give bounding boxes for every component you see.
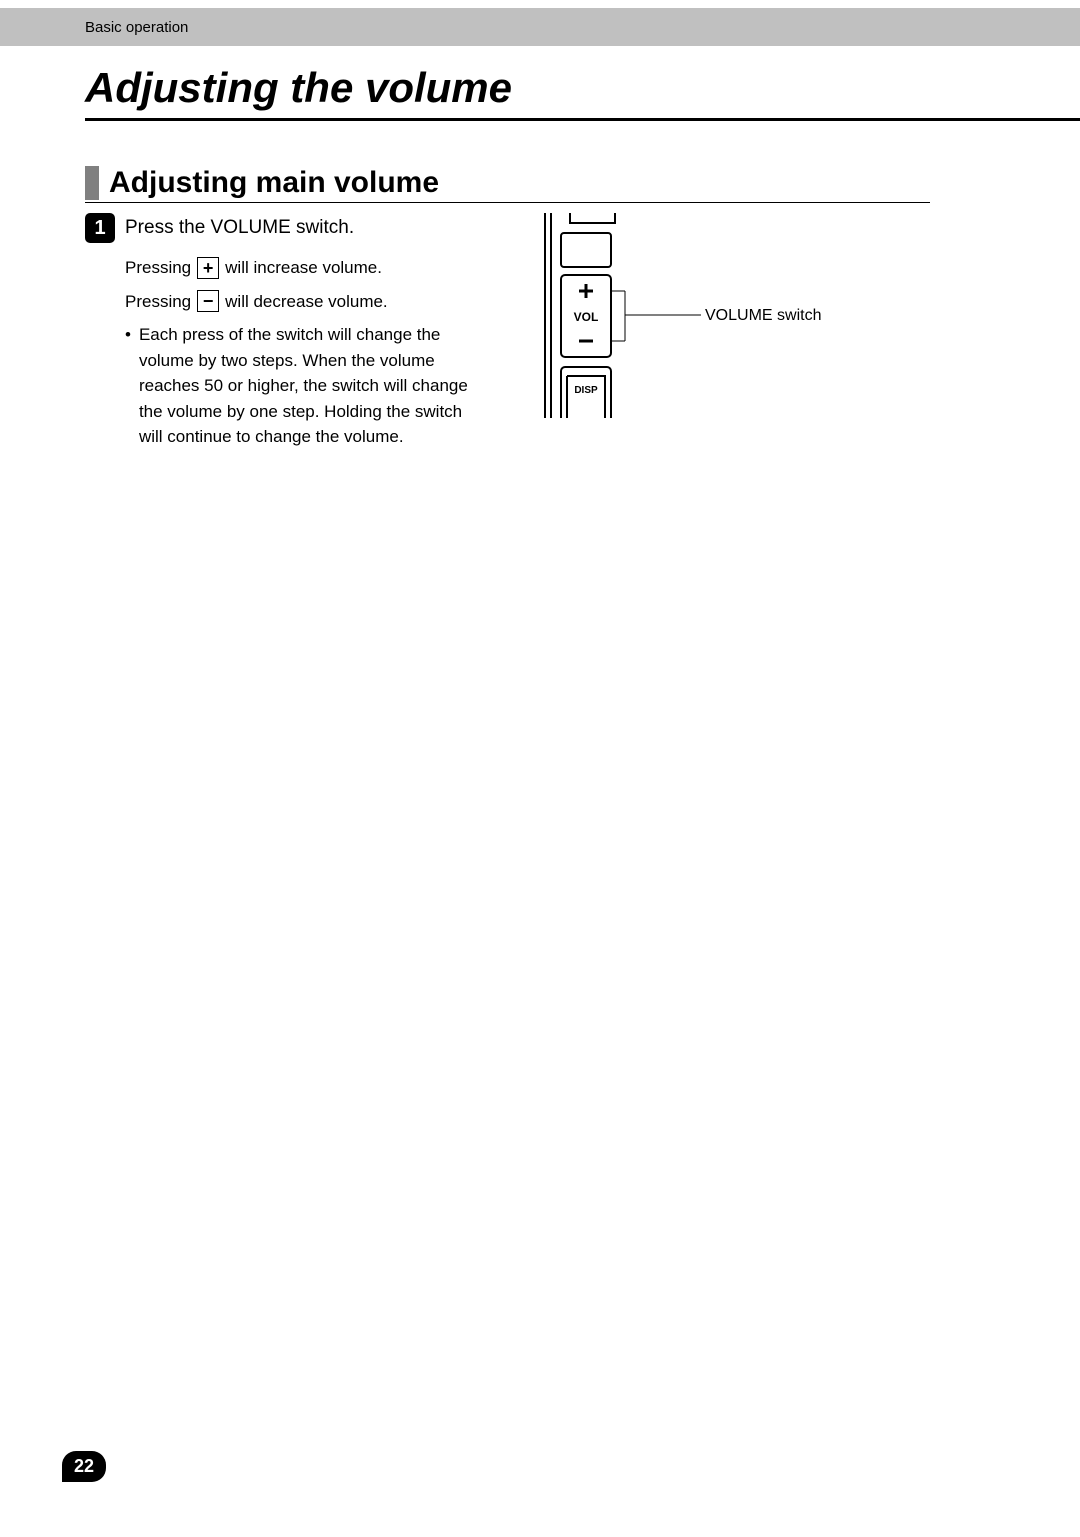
title-rule <box>85 118 1080 121</box>
bullet-dot-icon: • <box>125 322 131 450</box>
section-title: Adjusting main volume <box>109 166 439 200</box>
plus-icon: + <box>197 257 219 279</box>
volume-switch-diagram: VOL DISP VOLUME switch <box>525 213 865 433</box>
section-rule <box>85 202 930 203</box>
decrease-post: will decrease volume. <box>225 289 388 315</box>
bullet-block: • Each press of the switch will change t… <box>125 322 485 450</box>
bullet-text: Each press of the switch will change the… <box>139 322 485 450</box>
page-number: 22 <box>62 1451 106 1482</box>
left-column: 1 Press the VOLUME switch. Pressing + wi… <box>85 213 485 450</box>
right-column: VOL DISP VOLUME switch <box>525 213 865 450</box>
step-text: Press the VOLUME switch. <box>125 217 354 239</box>
increase-post: will increase volume. <box>225 255 382 281</box>
callout-label: VOLUME switch <box>705 307 821 325</box>
step-badge: 1 <box>85 213 115 243</box>
header-bar: Basic operation <box>0 8 1080 46</box>
section-header: Adjusting main volume <box>85 166 1080 200</box>
minus-icon: − <box>197 290 219 312</box>
svg-text:VOL: VOL <box>574 310 599 324</box>
breadcrumb: Basic operation <box>85 19 188 36</box>
decrease-line: Pressing − will decrease volume. <box>125 289 485 315</box>
svg-text:DISP: DISP <box>574 385 598 396</box>
page-title: Adjusting the volume <box>85 64 1080 118</box>
decrease-pre: Pressing <box>125 289 191 315</box>
step-line: 1 Press the VOLUME switch. <box>85 213 485 243</box>
increase-line: Pressing + will increase volume. <box>125 255 485 281</box>
content-area: 1 Press the VOLUME switch. Pressing + wi… <box>85 213 1080 450</box>
increase-pre: Pressing <box>125 255 191 281</box>
section-bar-icon <box>85 166 99 200</box>
